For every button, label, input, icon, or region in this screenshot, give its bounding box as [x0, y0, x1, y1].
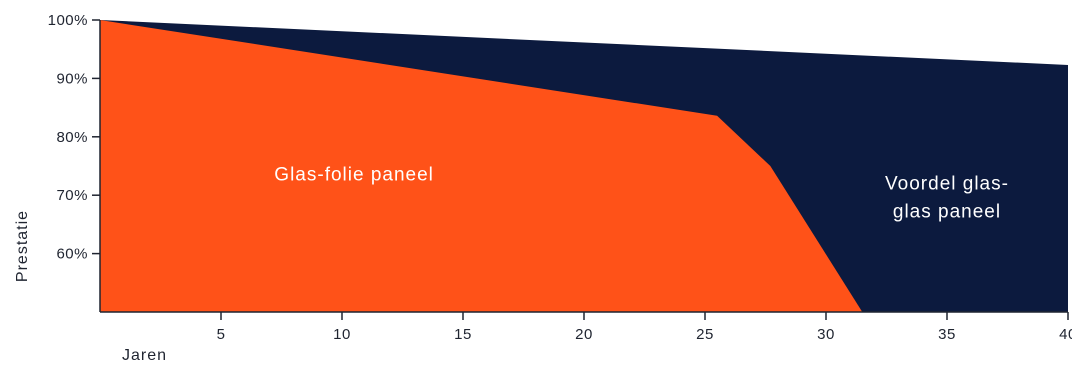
x-tick-label: 20 [575, 326, 593, 343]
annotation-glas-folie-paneel: Glas-folie paneel [274, 165, 434, 186]
x-tick-label: 25 [696, 326, 714, 343]
y-tick-label: 100% [48, 12, 88, 29]
y-tick-label: 80% [56, 129, 88, 146]
x-tick-label: 5 [217, 326, 226, 343]
y-tick-label: 60% [56, 246, 88, 263]
area-glas-folie-paneel [100, 20, 863, 312]
x-tick-label: 35 [938, 326, 956, 343]
x-tick-label: 30 [817, 326, 835, 343]
x-tick-label: 40 [1059, 326, 1072, 343]
x-tick-label: 10 [333, 326, 351, 343]
y-tick-label: 70% [56, 187, 88, 204]
y-axis-label: Prestatie [14, 210, 31, 282]
x-tick-label: 15 [454, 326, 472, 343]
x-axis-label: Jaren [122, 347, 167, 364]
y-tick-label: 90% [56, 70, 88, 87]
annotation-voordel-glas-glas-paneel: Voordel glas-glas paneel [885, 173, 1009, 222]
